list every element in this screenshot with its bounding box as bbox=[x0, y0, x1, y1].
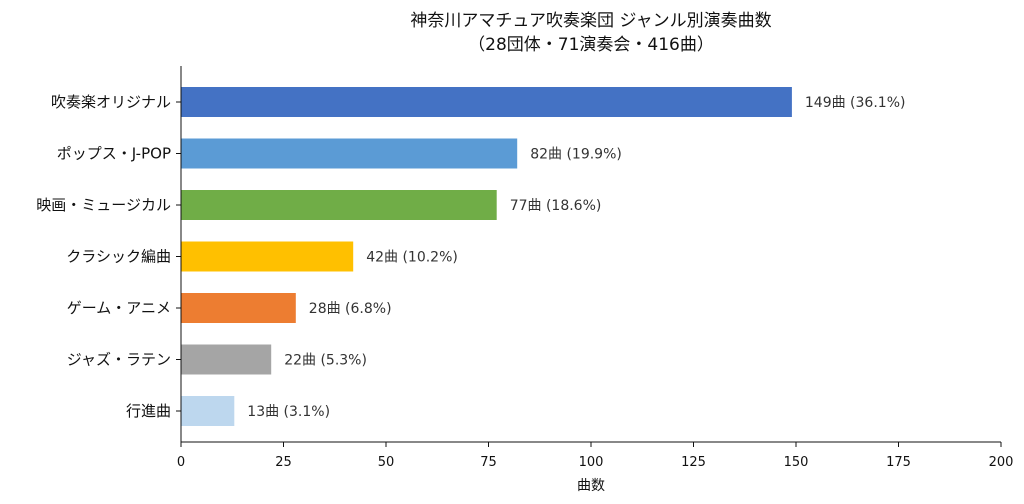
data-label: 22曲 (5.3%) bbox=[284, 353, 367, 369]
x-ticks-group: 0 25 50 75 100 125 150 175 200 bbox=[177, 442, 1014, 470]
x-tick-label: 25 bbox=[275, 455, 292, 470]
x-tick-label: 125 bbox=[681, 455, 706, 470]
bar-4 bbox=[181, 241, 354, 272]
data-label: 82曲 (19.9%) bbox=[530, 147, 622, 163]
bar-7 bbox=[181, 396, 235, 426]
chart-title: 神奈川アマチュア吹奏楽団 ジャンル別演奏曲数 bbox=[410, 11, 771, 31]
x-tick-label: 50 bbox=[378, 455, 395, 470]
data-labels-group: 149曲 (36.1%) 82曲 (19.9%) 77曲 (18.6%) 42曲 (1… bbox=[247, 95, 905, 420]
bar-1 bbox=[181, 87, 792, 117]
bar-5 bbox=[181, 293, 296, 323]
category-label: ジャズ・ラテン bbox=[67, 351, 171, 369]
x-tick-label: 75 bbox=[480, 455, 497, 470]
data-label: 149曲 (36.1%) bbox=[805, 95, 906, 111]
category-label: 行進曲 bbox=[126, 402, 171, 420]
x-axis-label: 曲数 bbox=[577, 478, 605, 494]
bar-2 bbox=[181, 138, 518, 169]
chart-subtitle: （28団体・71演奏会・416曲） bbox=[468, 35, 714, 55]
bar-6 bbox=[181, 344, 272, 375]
category-label: ゲーム・アニメ bbox=[67, 299, 171, 317]
data-label: 42曲 (10.2%) bbox=[366, 250, 458, 266]
x-tick-label: 0 bbox=[177, 455, 185, 470]
category-label: クラシック編曲 bbox=[66, 248, 171, 266]
data-label: 28曲 (6.8%) bbox=[309, 301, 392, 317]
x-tick-label: 175 bbox=[886, 455, 911, 470]
x-tick-label: 200 bbox=[989, 455, 1014, 470]
category-label: ポップス・J-POP bbox=[57, 145, 171, 163]
data-label: 13曲 (3.1%) bbox=[247, 404, 330, 420]
category-label: 映画・ミュージカル bbox=[36, 196, 171, 214]
data-label: 77曲 (18.6%) bbox=[510, 198, 602, 214]
x-tick-label: 100 bbox=[579, 455, 604, 470]
x-tick-label: 150 bbox=[784, 455, 809, 470]
category-label: 吹奏楽オリジナル bbox=[51, 93, 171, 111]
bar-3 bbox=[181, 190, 497, 220]
bars-group bbox=[181, 87, 792, 426]
